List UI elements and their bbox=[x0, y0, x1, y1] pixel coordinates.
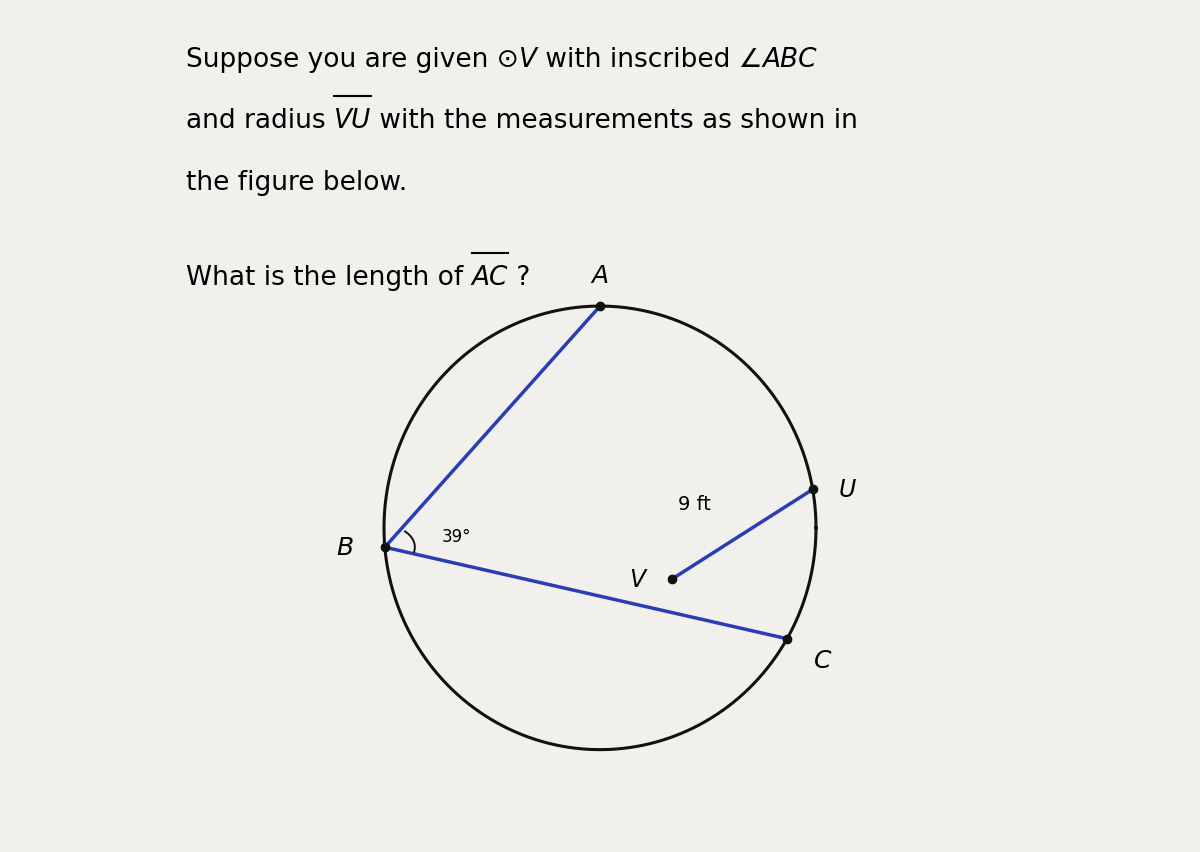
Text: A: A bbox=[592, 264, 608, 288]
Text: ABC: ABC bbox=[762, 47, 817, 72]
Text: C: C bbox=[814, 648, 830, 672]
Text: 9 ft: 9 ft bbox=[678, 494, 710, 513]
Text: 39°: 39° bbox=[442, 527, 472, 545]
Text: V: V bbox=[518, 47, 536, 72]
Text: B: B bbox=[336, 536, 353, 560]
Text: the figure below.: the figure below. bbox=[186, 170, 407, 195]
Text: V: V bbox=[630, 567, 646, 591]
Text: with inscribed ∠: with inscribed ∠ bbox=[536, 47, 762, 72]
Text: AC: AC bbox=[472, 265, 508, 291]
Text: Suppose you are given ⊙: Suppose you are given ⊙ bbox=[186, 47, 518, 72]
Text: ?: ? bbox=[508, 265, 530, 291]
Text: What is the length of: What is the length of bbox=[186, 265, 472, 291]
Text: with the measurements as shown in: with the measurements as shown in bbox=[371, 108, 858, 134]
Text: and radius: and radius bbox=[186, 108, 334, 134]
Text: U: U bbox=[839, 478, 857, 502]
Text: VU: VU bbox=[334, 108, 371, 134]
